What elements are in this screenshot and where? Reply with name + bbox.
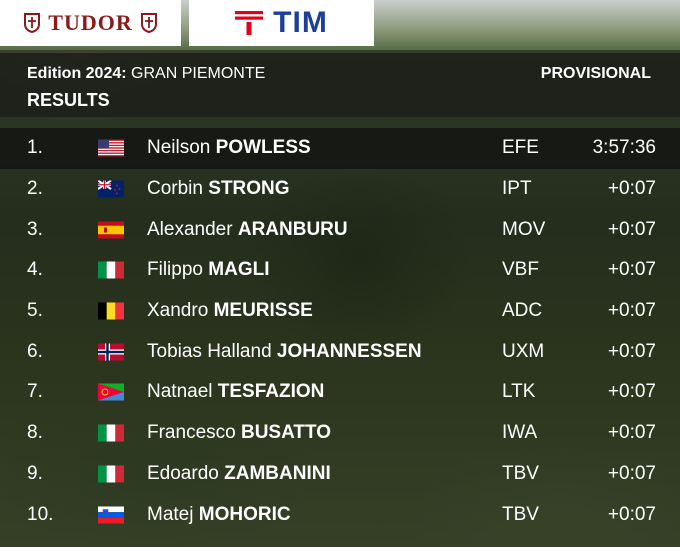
flag-italy-icon — [98, 424, 124, 442]
flag-slovenia-icon — [98, 506, 124, 524]
flag-italy-icon — [98, 261, 124, 279]
finish-time: +0:07 — [607, 340, 656, 362]
team-code: EFE — [502, 137, 539, 159]
rider-last-name: BUSATTO — [240, 422, 332, 444]
flag-italy-icon — [98, 465, 124, 483]
finish-time: +0:07 — [607, 381, 656, 403]
rider-first-name: Corbin — [147, 178, 203, 200]
flag-norway-icon — [98, 343, 124, 361]
result-row: 1. Neilson POWLESS EFE 3:57:36 — [0, 128, 680, 169]
rider-last-name: ZAMBANINI — [224, 462, 331, 484]
rider-name: Natnael TESFAZION — [147, 381, 324, 403]
team-code: IWA — [502, 422, 538, 444]
tudor-sponsor-logo: TUDOR — [0, 0, 181, 46]
result-row: 5. Xandro MEURISSE ADC +0:07 — [0, 291, 680, 332]
finish-time: +0:07 — [607, 300, 656, 322]
results-header: Edition 2024: GRAN PIEMONTE RESULTS PROV… — [0, 53, 680, 117]
position: 2. — [27, 178, 43, 200]
position: 8. — [27, 422, 43, 444]
rider-last-name: MAGLI — [208, 259, 270, 281]
position: 5. — [27, 300, 43, 322]
flag-belgium-icon — [98, 302, 124, 320]
finish-time: 3:57:36 — [592, 137, 656, 159]
position: 4. — [27, 259, 43, 281]
result-row: 9. Edoardo ZAMBANINI TBV +0:07 — [0, 454, 680, 495]
team-code: TBV — [502, 462, 539, 484]
position: 9. — [27, 462, 43, 484]
tim-t-icon — [235, 11, 264, 35]
race-name: GRAN PIEMONTE — [131, 65, 266, 82]
status-label: PROVISIONAL — [540, 65, 651, 82]
edition-label: Edition 2024: GRAN PIEMONTE — [27, 65, 265, 83]
team-code: IPT — [502, 178, 532, 200]
rider-name: Xandro MEURISSE — [147, 300, 313, 322]
rider-name: Tobias Halland JOHANNESSEN — [147, 341, 422, 363]
tim-sponsor-logo: TIM — [189, 0, 374, 46]
finish-time: +0:07 — [607, 422, 656, 444]
rider-last-name: JOHANNESSEN — [276, 340, 422, 362]
rider-name: Corbin STRONG — [147, 178, 290, 200]
rider-name: Filippo MAGLI — [147, 259, 269, 281]
position: 7. — [27, 381, 43, 403]
rider-first-name: Tobias Halland — [147, 340, 272, 362]
result-row: 6. Tobias Halland JOHANNESSEN UXM +0:07 — [0, 331, 680, 372]
team-code: LTK — [502, 381, 536, 403]
rider-first-name: Alexander — [147, 218, 233, 240]
result-row: 10. Matej MOHORIC TBV +0:07 — [0, 494, 680, 535]
position: 1. — [27, 137, 43, 159]
flag-eritrea-icon — [98, 383, 124, 401]
finish-time: +0:07 — [607, 178, 656, 200]
rider-name: Edoardo ZAMBANINI — [147, 463, 331, 485]
finish-time: +0:07 — [607, 462, 656, 484]
rider-first-name: Natnael — [147, 381, 213, 403]
result-row: 8. Francesco BUSATTO IWA +0:07 — [0, 413, 680, 454]
rider-name: Alexander ARANBURU — [147, 219, 348, 241]
results-title: RESULTS — [27, 90, 110, 110]
rider-last-name: MOHORIC — [198, 503, 291, 525]
result-row: 4. Filippo MAGLI VBF +0:07 — [0, 250, 680, 291]
result-row: 3. Alexander ARANBURU MOV +0:07 — [0, 209, 680, 250]
team-code: ADC — [502, 300, 543, 322]
tudor-shield-icon — [140, 13, 157, 33]
rider-name: Francesco BUSATTO — [147, 422, 331, 444]
result-row: 7. Natnael TESFAZION LTK +0:07 — [0, 372, 680, 413]
finish-time: +0:07 — [607, 218, 656, 240]
position: 6. — [27, 340, 43, 362]
result-row: 2. Corbin STRONG IPT +0:07 — [0, 169, 680, 210]
rider-first-name: Xandro — [147, 300, 209, 322]
rider-first-name: Neilson — [147, 137, 211, 159]
flag-usa-icon — [98, 139, 124, 157]
rider-name: Neilson POWLESS — [147, 137, 311, 159]
rider-last-name: TESFAZION — [217, 381, 325, 403]
rider-first-name: Matej — [147, 503, 194, 525]
rider-last-name: ARANBURU — [237, 218, 348, 240]
flag-spain-icon — [98, 221, 124, 239]
rider-last-name: MEURISSE — [213, 300, 313, 322]
position: 10. — [27, 503, 54, 525]
team-code: TBV — [502, 503, 539, 525]
team-code: VBF — [502, 259, 539, 281]
finish-time: +0:07 — [607, 259, 656, 281]
rider-last-name: STRONG — [208, 178, 290, 200]
tim-wordmark: TIM — [273, 6, 328, 39]
rider-first-name: Filippo — [147, 259, 203, 281]
tudor-wordmark: TUDOR — [48, 10, 133, 35]
team-code: UXM — [502, 340, 545, 362]
results-list: 1. Neilson POWLESS EFE 3:57:36 2. — [0, 128, 680, 535]
finish-time: +0:07 — [607, 503, 656, 525]
team-code: MOV — [502, 218, 546, 240]
edition-prefix: Edition 2024: — [27, 65, 127, 82]
rider-first-name: Edoardo — [147, 462, 219, 484]
rider-last-name: POWLESS — [215, 137, 311, 159]
rider-name: Matej MOHORIC — [147, 504, 291, 526]
flag-new-zealand-icon — [98, 180, 124, 198]
rider-first-name: Francesco — [147, 422, 236, 444]
tudor-shield-icon — [24, 13, 41, 33]
position: 3. — [27, 218, 43, 240]
